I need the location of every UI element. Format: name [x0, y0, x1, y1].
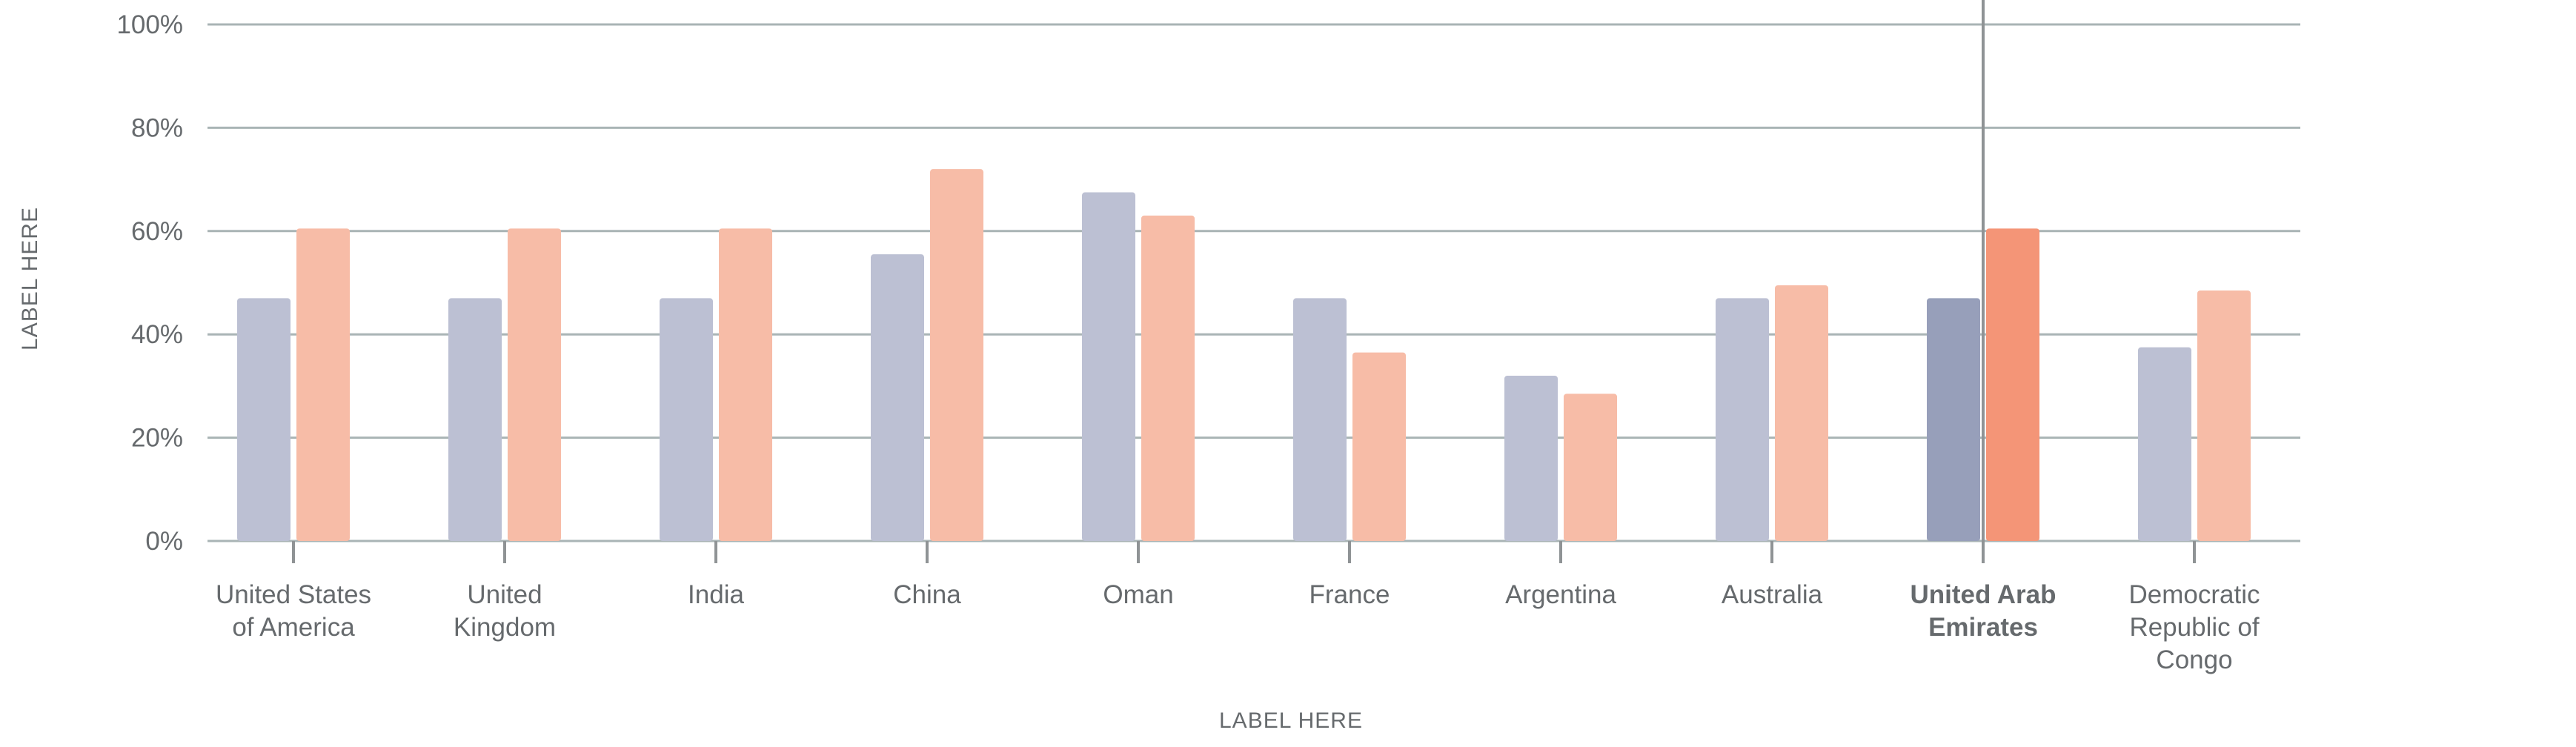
bar-series-1	[660, 298, 713, 541]
bar-series-2	[1986, 228, 2039, 541]
bar-series-2	[2197, 290, 2251, 541]
bar-series-2	[1775, 285, 1828, 541]
bar-series-1	[448, 298, 502, 541]
bar-series-2	[1564, 394, 1617, 541]
x-axis-ticks	[292, 541, 2196, 563]
bar-series-2	[930, 169, 983, 541]
bars	[237, 169, 2251, 541]
bar-series-2	[719, 228, 772, 541]
bar-series-1	[237, 298, 291, 541]
x-tick-label: United Arab Emirates	[1910, 580, 2056, 642]
bar-series-1	[871, 254, 924, 541]
y-tick-label: 80%	[131, 113, 183, 142]
y-tick-labels: 0% 20% 40% 60% 80% 100%	[116, 10, 183, 556]
y-tick-label: 0%	[145, 527, 183, 556]
y-tick-label: 100%	[116, 10, 183, 39]
bar-series-1	[1716, 298, 1769, 541]
x-tick-label: Oman	[1103, 580, 1173, 609]
bar-series-1	[1082, 192, 1135, 541]
bar-series-2	[1141, 215, 1195, 541]
x-tick-label: United States of America	[216, 580, 371, 642]
y-tick-label: 60%	[131, 217, 183, 246]
y-tick-label: 40%	[131, 320, 183, 349]
bar-series-1	[2138, 347, 2191, 541]
x-tick-label: Argentina	[1505, 580, 1616, 609]
bar-series-1	[1927, 298, 1980, 541]
x-axis-label: LABEL HERE	[1219, 708, 1363, 733]
x-tick-label: China	[893, 580, 961, 609]
bar-series-2	[508, 228, 561, 541]
x-tick-label: Australia	[1722, 580, 1823, 609]
x-tick-label: India	[688, 580, 744, 609]
x-tick-label: Democratic Republic of Congo	[2129, 580, 2260, 674]
bar-series-1	[1293, 298, 1347, 541]
x-tick-labels: United States of America United Kingdom Indi…	[216, 580, 2260, 674]
x-tick-label: United Kingdom	[454, 580, 556, 642]
x-tick-label: France	[1309, 580, 1390, 609]
bar-series-1	[1504, 375, 1558, 541]
bar-series-2	[1352, 352, 1406, 541]
y-tick-label: 20%	[131, 424, 183, 453]
bar-series-2	[296, 228, 350, 541]
y-axis-label: LABEL HERE	[18, 207, 42, 351]
